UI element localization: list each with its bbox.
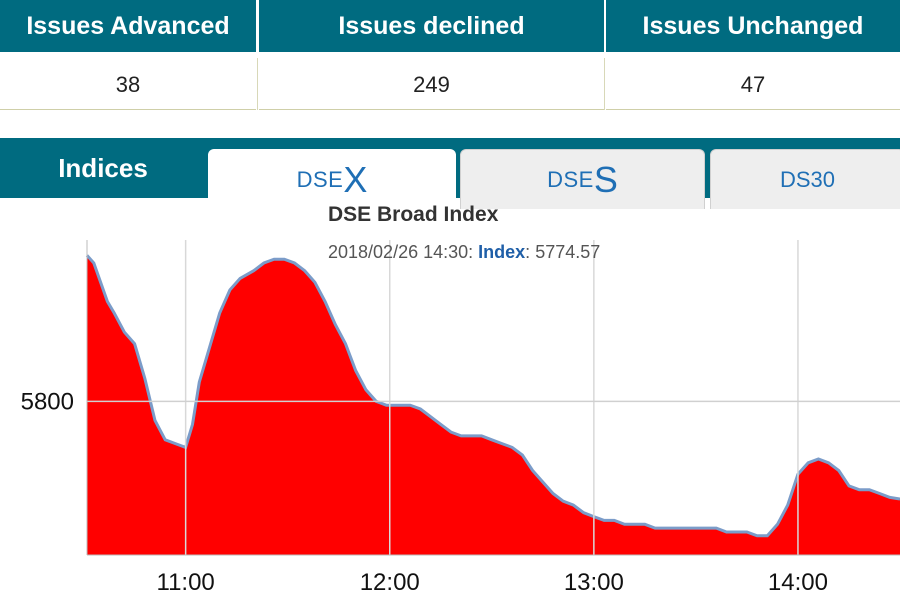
issues-unchanged-header: Issues Unchanged (606, 0, 900, 52)
tab-ds30[interactable]: DS30 (710, 149, 900, 209)
x-tick-label: 14:00 (768, 569, 828, 596)
indices-label: Indices (58, 152, 148, 183)
tab-dsex-prefix: DSE (296, 167, 344, 192)
tab-dses[interactable]: DSE S (460, 149, 705, 209)
issues-advanced-header: Issues Advanced (0, 0, 256, 52)
issues-declined-value: 249 (259, 60, 604, 110)
x-tick-label: 12:00 (360, 569, 420, 596)
x-tick-label: 11:00 (157, 569, 215, 596)
tooltip-datetime: 2018/02/26 14:30: (328, 242, 474, 262)
index-line (85, 254, 900, 538)
issues-unchanged-value: 47 (606, 60, 900, 110)
chart-title: DSE Broad Index (328, 203, 499, 226)
chart-tooltip: 2018/02/26 14:30: Index: 5774.57 (328, 242, 600, 263)
market-breadth-table: Issues Advanced Issues declined Issues U… (0, 0, 900, 112)
y-tick-label: 5800 (21, 388, 74, 415)
issues-advanced-value: 38 (0, 60, 256, 110)
tab-dsex[interactable]: DSE X (208, 149, 456, 211)
x-tick-label: 13:00 (564, 569, 624, 596)
tooltip-value: 5774.57 (535, 242, 601, 262)
index-area-chart[interactable]: 11:00 12:00 13:00 14:00 5800 (0, 230, 900, 600)
tab-dsex-suffix: X (343, 159, 368, 200)
tooltip-colon: : (525, 242, 531, 262)
tab-dses-suffix: S (593, 158, 618, 200)
index-area (87, 255, 900, 555)
issues-declined-header: Issues declined (259, 0, 604, 52)
column-divider (257, 58, 258, 110)
column-divider (604, 58, 605, 110)
tab-dses-prefix: DSE (547, 166, 594, 192)
tooltip-key: Index (478, 242, 526, 262)
